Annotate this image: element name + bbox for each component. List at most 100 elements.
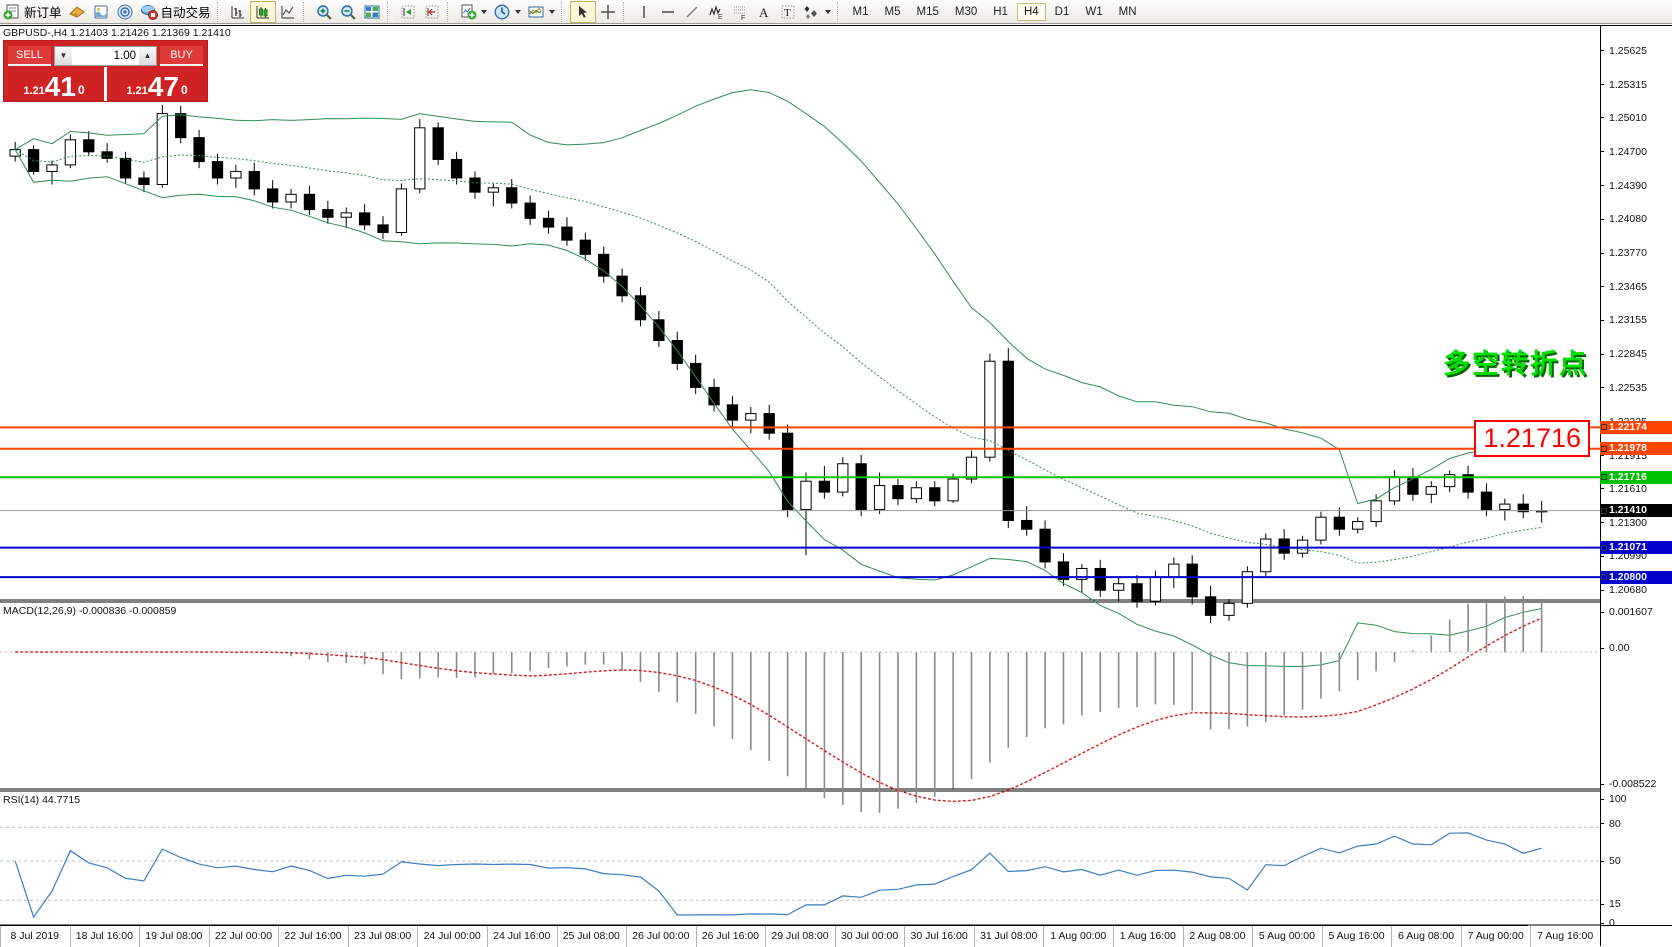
volume-stepper[interactable]: ▼ 1.00 ▲ bbox=[54, 45, 157, 66]
macd-axis-tick: 0.00 bbox=[1600, 642, 1672, 654]
chevron-down-icon[interactable] bbox=[548, 9, 555, 14]
timeframe-m15[interactable]: M15 bbox=[916, 5, 939, 18]
timeframe-m1[interactable]: M1 bbox=[852, 5, 869, 18]
price-tick: 1.24390 bbox=[1600, 180, 1672, 192]
horizontal-line-button[interactable] bbox=[656, 1, 680, 23]
new-order-button[interactable]: 新订单 bbox=[0, 1, 65, 23]
volume-decrease-icon[interactable]: ▼ bbox=[55, 46, 72, 65]
price-tick: 1.24080 bbox=[1600, 213, 1672, 225]
signals-button[interactable] bbox=[113, 1, 137, 23]
vertical-line-button[interactable] bbox=[632, 1, 656, 23]
price-level-label-support-1[interactable]: 1.21071 bbox=[1600, 541, 1672, 555]
timeframe-h4[interactable]: H4 bbox=[1016, 2, 1046, 21]
one-click-trading-panel[interactable]: SELL ▼ 1.00 ▲ BUY 1.21 41 0 1.21 47 0 bbox=[3, 40, 208, 102]
timeframe-d1[interactable]: D1 bbox=[1054, 5, 1070, 18]
chart-plot-area[interactable]: GBPUSD-,H4 1.21403 1.21426 1.21369 1.214… bbox=[0, 26, 1600, 947]
trendline-button[interactable] bbox=[680, 1, 704, 23]
volume-increase-icon[interactable]: ▲ bbox=[139, 46, 156, 65]
price-level-handle[interactable] bbox=[1601, 574, 1607, 581]
price-level-handle[interactable] bbox=[1601, 445, 1607, 452]
timeframe-mn[interactable]: MN bbox=[1118, 5, 1137, 18]
expert-advisor-button[interactable] bbox=[65, 1, 89, 23]
text-label-button[interactable]: T bbox=[776, 1, 800, 23]
price-tick: 1.22845 bbox=[1600, 348, 1672, 360]
timeframe-h1[interactable]: H1 bbox=[993, 5, 1008, 18]
price-tick: 1.20680 bbox=[1600, 584, 1672, 596]
price-level-label-current-price[interactable]: 1.21410 bbox=[1600, 504, 1672, 518]
buy-quote[interactable]: 1.21 47 0 bbox=[104, 67, 207, 101]
pivot-price-callout[interactable]: 1.21716 bbox=[1474, 420, 1590, 457]
chart-shift-button[interactable] bbox=[420, 1, 444, 23]
auto-trading-label: 自动交易 bbox=[160, 6, 211, 20]
sell-button[interactable]: SELL bbox=[8, 45, 51, 66]
cursor-button[interactable] bbox=[569, 0, 596, 23]
price-tick: 1.25625 bbox=[1600, 45, 1672, 57]
chart-window[interactable]: GBPUSD-,H4 1.21403 1.21426 1.21369 1.214… bbox=[0, 25, 1672, 947]
time-tick-label: 7 Aug 00:00 bbox=[1467, 930, 1524, 942]
time-tick-label: 22 Jul 00:00 bbox=[214, 930, 273, 942]
chevron-down-icon[interactable] bbox=[824, 9, 831, 14]
shapes-button[interactable] bbox=[800, 1, 834, 23]
price-level-handle[interactable] bbox=[1601, 507, 1607, 514]
price-tick: 1.21610 bbox=[1600, 483, 1672, 495]
price-tick: 1.22535 bbox=[1600, 382, 1672, 394]
chevron-down-icon[interactable] bbox=[480, 9, 487, 14]
indicators-button[interactable] bbox=[456, 1, 490, 23]
macd-indicator-label: MACD(12,26,9) -0.000836 -0.000859 bbox=[3, 605, 177, 617]
time-tick-separator bbox=[69, 926, 71, 947]
rsi-axis-tick: 80 bbox=[1600, 818, 1672, 830]
price-level-handle[interactable] bbox=[1601, 544, 1607, 551]
elliott-wave-button[interactable]: E bbox=[704, 1, 728, 23]
price-level-label-resistance-2[interactable]: 1.21978 bbox=[1600, 442, 1672, 456]
time-tick-separator bbox=[417, 926, 419, 947]
line-chart-button[interactable] bbox=[276, 1, 300, 23]
timeframe-w1[interactable]: W1 bbox=[1085, 5, 1103, 18]
price-level-label-resistance-1[interactable]: 1.22174 bbox=[1600, 420, 1672, 434]
price-level-label-pivot[interactable]: 1.21716 bbox=[1600, 470, 1672, 484]
svg-text:A: A bbox=[759, 5, 769, 20]
chevron-down-icon[interactable] bbox=[514, 9, 521, 14]
svg-text:T: T bbox=[784, 7, 791, 19]
time-tick-separator bbox=[556, 926, 558, 947]
text-label-icon: T bbox=[779, 3, 797, 21]
period-button[interactable] bbox=[490, 1, 524, 23]
zoom-out-icon bbox=[339, 3, 357, 21]
auto-trading-button[interactable]: 自动交易 bbox=[137, 1, 214, 23]
timeframe-m30[interactable]: M30 bbox=[954, 5, 978, 18]
templates-button[interactable] bbox=[524, 1, 558, 23]
price-level-handle[interactable] bbox=[1601, 424, 1607, 431]
trendline-icon bbox=[683, 3, 701, 21]
order-panel-controls: SELL ▼ 1.00 ▲ BUY bbox=[4, 41, 207, 67]
time-tick-label: 22 Jul 16:00 bbox=[284, 930, 342, 942]
timeframe-m5[interactable]: M5 bbox=[884, 5, 901, 18]
time-axis[interactable]: 8 Jul 2019 18 Jul 16:00 19 Jul 08:00 22 Jul… bbox=[0, 925, 1593, 947]
toolbar-separator bbox=[622, 1, 629, 22]
time-tick-separator bbox=[0, 926, 1, 947]
chart-annotation-text[interactable]: 多空转折点 bbox=[1443, 349, 1588, 379]
zoom-in-button[interactable] bbox=[312, 1, 336, 23]
price-tick: 1.23770 bbox=[1600, 247, 1672, 259]
time-tick-separator bbox=[973, 926, 975, 947]
volume-value[interactable]: 1.00 bbox=[113, 49, 136, 62]
crosshair-button[interactable] bbox=[596, 1, 620, 23]
zoom-out-button[interactable] bbox=[336, 1, 360, 23]
bar-chart-button[interactable] bbox=[226, 1, 250, 23]
text-button[interactable]: A bbox=[752, 1, 776, 23]
time-tick-separator bbox=[486, 926, 488, 947]
price-level-label-support-2[interactable]: 1.20800 bbox=[1600, 570, 1672, 584]
buy-button[interactable]: BUY bbox=[160, 45, 203, 66]
candlestick-chart-button[interactable] bbox=[249, 0, 276, 23]
new-order-label: 新订单 bbox=[24, 6, 62, 20]
tile-windows-button[interactable] bbox=[360, 1, 384, 23]
fibonacci-button[interactable]: F bbox=[728, 1, 752, 23]
price-level-handle[interactable] bbox=[1601, 474, 1607, 481]
time-tick-label: 29 Jul 08:00 bbox=[771, 930, 829, 942]
toolbar-separator bbox=[446, 1, 453, 22]
news-button[interactable] bbox=[89, 1, 113, 23]
time-tick-label: 18 Jul 16:00 bbox=[75, 930, 133, 942]
sell-quote[interactable]: 1.21 41 0 bbox=[4, 67, 104, 101]
scroll-end-button[interactable] bbox=[396, 1, 420, 23]
rsi-axis-tick: 0 bbox=[1600, 917, 1672, 929]
price-axis[interactable]: 1.25625 1.25315 1.25010 1.24700 1.24390 1.240… bbox=[1600, 26, 1672, 946]
price-tick: 1.23155 bbox=[1600, 314, 1672, 326]
